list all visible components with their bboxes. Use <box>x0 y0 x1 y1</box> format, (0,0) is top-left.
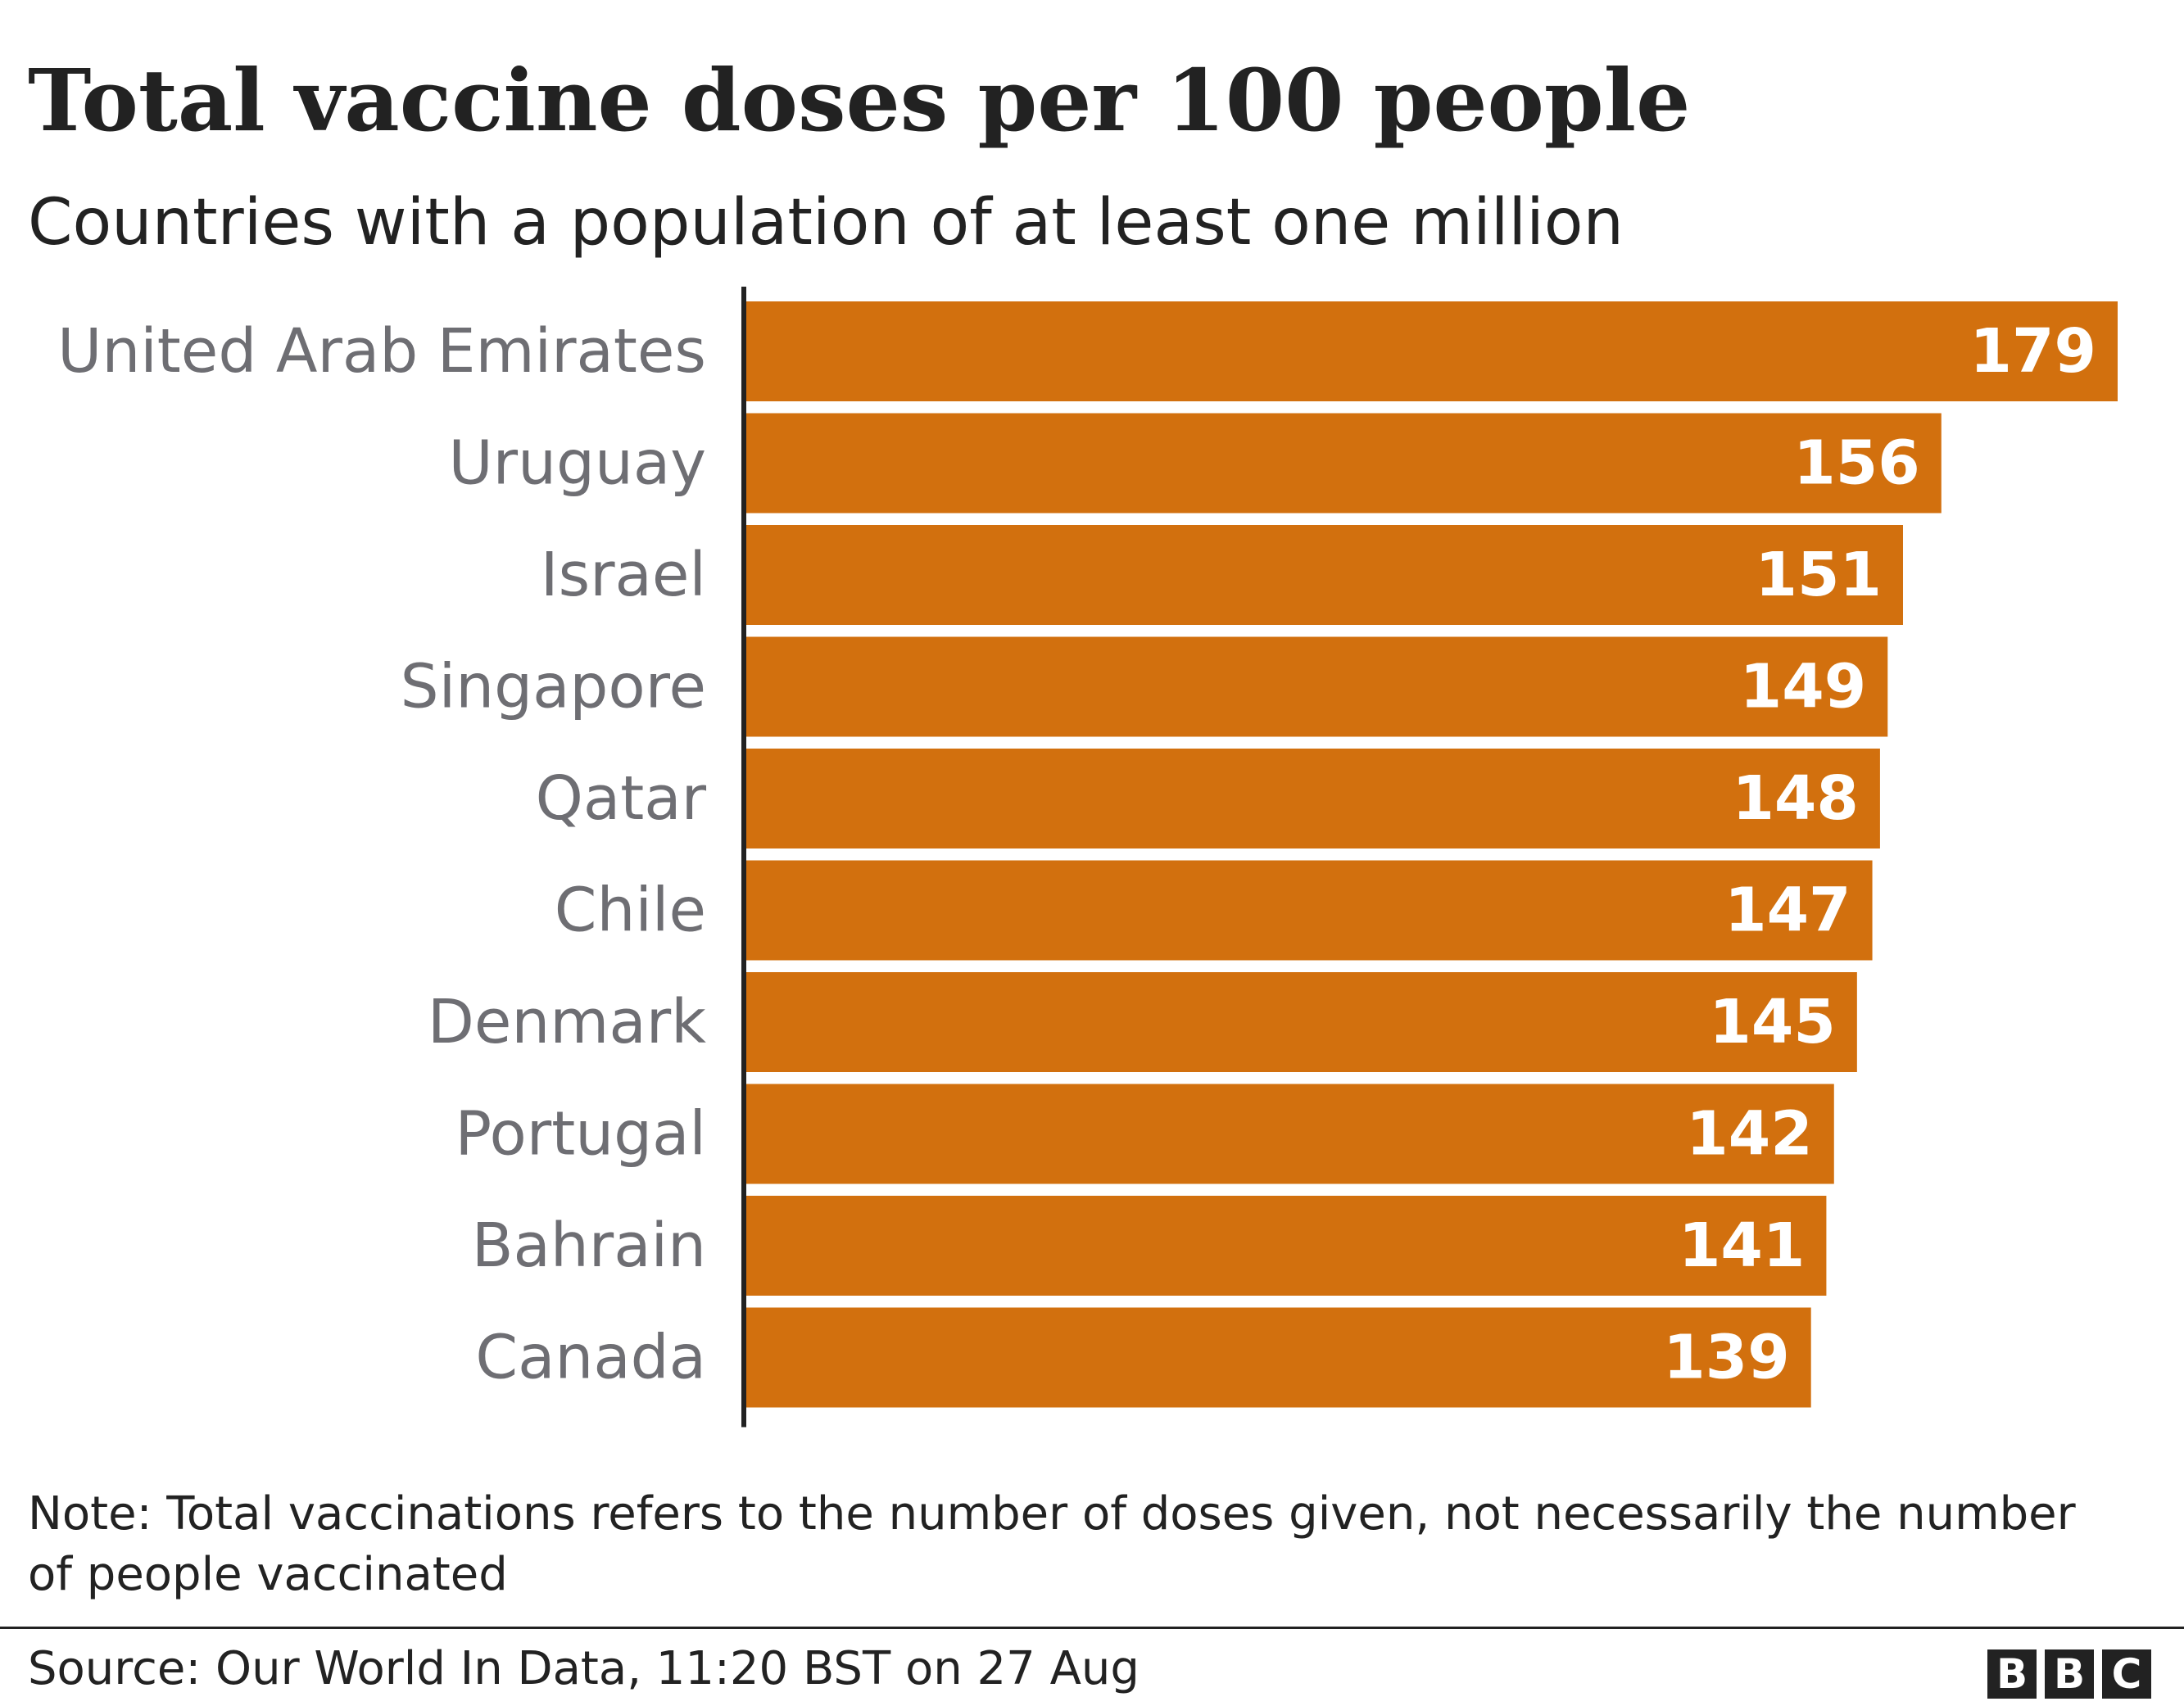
bar <box>745 636 1888 737</box>
category-label: Portugal <box>455 1099 706 1170</box>
value-label: 142 <box>1686 1099 1812 1170</box>
bar <box>745 301 2118 401</box>
bar <box>745 525 1903 625</box>
category-label: Israel <box>541 540 706 610</box>
bar <box>745 413 1942 514</box>
bar <box>745 1196 1827 1296</box>
source-text: Source: Our World In Data, 11:20 BST on … <box>28 1642 1140 1695</box>
value-label: 148 <box>1732 763 1858 834</box>
category-label: Uruguay <box>449 428 707 499</box>
footer-divider <box>0 1627 2184 1629</box>
bar <box>745 972 1857 1072</box>
category-label: Bahrain <box>472 1210 706 1281</box>
bar <box>745 749 1880 848</box>
category-label: Singapore <box>401 652 706 722</box>
bbc-logo-letter-1: B <box>1987 1649 2037 1699</box>
value-label: 151 <box>1756 540 1882 610</box>
value-label: 139 <box>1663 1323 1789 1393</box>
value-label: 179 <box>1970 316 2096 387</box>
bbc-logo-letter-3: C <box>2102 1649 2151 1699</box>
value-label: 141 <box>1679 1210 1805 1281</box>
bbc-logo: B B C <box>1987 1649 2151 1699</box>
bbc-logo-letter-2: B <box>2045 1649 2094 1699</box>
bar <box>745 1307 1811 1408</box>
bar-chart: United Arab Emirates 179 Uruguay 156 Israel 1… <box>57 287 2118 1428</box>
category-label: Canada <box>475 1323 706 1393</box>
value-label: 156 <box>1793 428 1919 499</box>
category-label: Qatar <box>536 763 707 834</box>
category-label: Chile <box>555 876 706 946</box>
bar <box>745 1084 1834 1184</box>
value-label: 145 <box>1709 987 1835 1057</box>
category-label: Denmark <box>428 987 706 1057</box>
value-label: 147 <box>1724 876 1851 946</box>
bar <box>745 860 1873 961</box>
category-label: United Arab Emirates <box>57 316 706 387</box>
page-subtitle: Countries with a population of at least … <box>28 186 1624 260</box>
page-title: Total vaccine doses per 100 people <box>28 50 1691 151</box>
chart-note: Note: Total vaccinations refers to the n… <box>28 1487 2076 1601</box>
value-label: 149 <box>1740 652 1866 722</box>
